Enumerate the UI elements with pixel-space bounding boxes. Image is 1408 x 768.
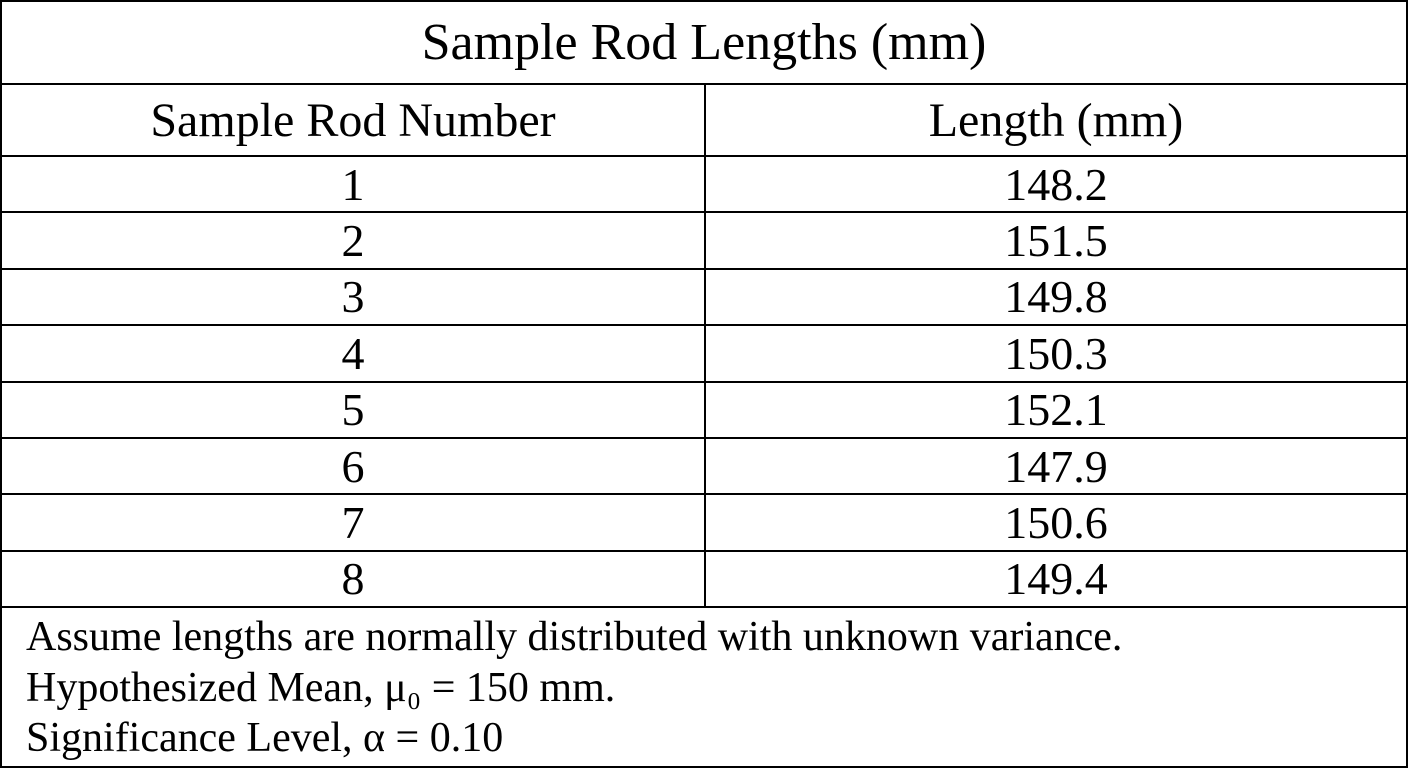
table-cell: 150.3	[1004, 327, 1108, 379]
table-cell: 150.6	[1004, 496, 1108, 548]
rule	[2, 606, 1406, 608]
table-cell: 1	[341, 158, 365, 210]
table-cell: 5	[341, 384, 365, 436]
rule	[2, 549, 1406, 552]
table-cell: 149.8	[1004, 271, 1108, 323]
table-cell: 148.2	[1004, 158, 1108, 210]
table-cell: 8	[341, 553, 365, 605]
column-divider	[704, 85, 706, 608]
table-cell: 152.1	[1004, 384, 1108, 436]
table-cell: 7	[341, 496, 365, 548]
table-cell: 147.9	[1004, 440, 1108, 492]
table-cell: 6	[341, 440, 365, 492]
rule	[2, 267, 1406, 270]
rule	[2, 493, 1406, 496]
table-cell: 2	[341, 215, 365, 267]
rule	[2, 380, 1406, 383]
note: Significance Level, α = 0.10	[26, 715, 504, 761]
column-header: Length (mm)	[928, 93, 1184, 147]
rule	[2, 436, 1406, 439]
table-cell: 149.4	[1004, 553, 1108, 605]
rule	[2, 211, 1406, 214]
table-cell: 4	[341, 327, 365, 379]
rule	[2, 83, 1406, 85]
table-cell: 151.5	[1004, 215, 1108, 267]
note: Hypothesized Mean, μ₀ = 150 mm.	[26, 665, 616, 711]
table-title: Sample Rod Lengths (mm)	[421, 14, 987, 71]
rule	[2, 324, 1406, 327]
column-header: Sample Rod Number	[150, 93, 556, 147]
note: Assume lengths are normally distributed …	[26, 614, 1123, 660]
table-cell: 3	[341, 271, 365, 323]
